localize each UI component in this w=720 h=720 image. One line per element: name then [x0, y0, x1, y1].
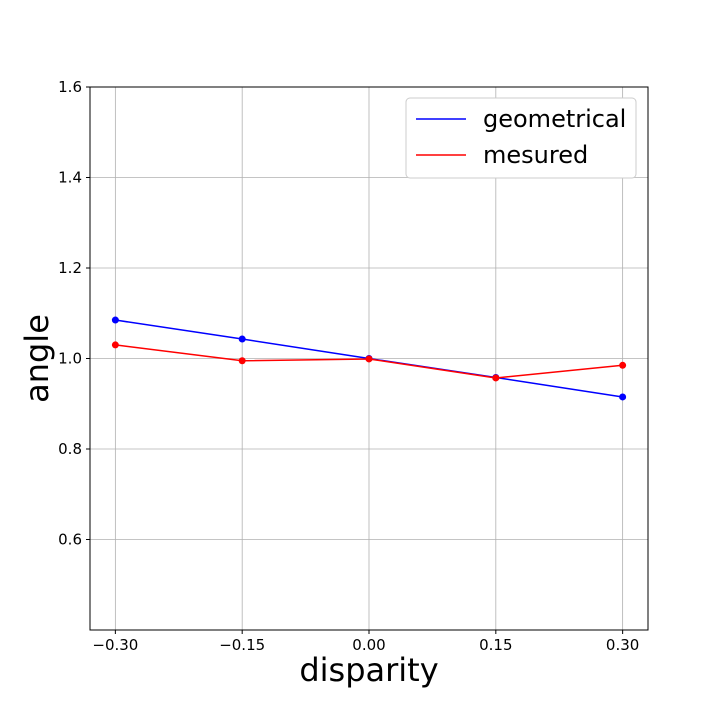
axis-ticks: −0.30 −0.15 0.00 0.15 0.30 0.6 0.8 1.0 1.2 1.4 1.6 [58, 78, 639, 654]
legend-label-mesured: mesured [483, 141, 588, 169]
x-tick-label: 0.00 [352, 636, 385, 654]
x-tick-label: −0.15 [219, 636, 265, 654]
x-tick-label: 0.30 [606, 636, 639, 654]
legend: geometrical mesured [405, 97, 637, 179]
legend-box [405, 97, 637, 179]
y-tick-label: 1.4 [58, 169, 82, 187]
data-point-mesured [238, 357, 246, 365]
data-point-mesured [111, 341, 119, 349]
y-tick-label: 0.8 [58, 440, 82, 458]
y-tick-label: 0.6 [58, 531, 82, 549]
data-point-mesured [365, 355, 373, 363]
x-tick-label: 0.15 [479, 636, 512, 654]
x-axis-label: disparity [299, 651, 438, 689]
legend-label-geometrical: geometrical [483, 105, 626, 133]
y-tick-label: 1.0 [58, 350, 82, 368]
data-point-geometrical [111, 316, 119, 324]
data-point-geometrical [619, 393, 627, 401]
series-lines [111, 316, 627, 401]
y-tick-label: 1.6 [58, 78, 82, 96]
y-axis-label: angle [18, 314, 56, 403]
y-tick-label: 1.2 [58, 259, 82, 277]
data-point-geometrical [238, 335, 246, 343]
data-point-mesured [492, 374, 500, 382]
data-point-mesured [619, 361, 627, 369]
x-tick-label: −0.30 [92, 636, 138, 654]
